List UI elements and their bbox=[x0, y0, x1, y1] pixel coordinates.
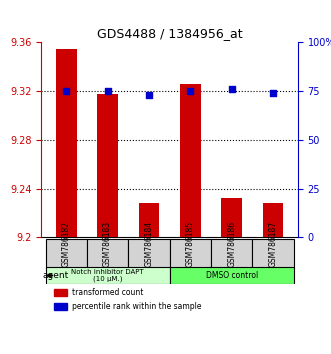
Bar bbox=[56, 48, 76, 237]
Text: transformed count: transformed count bbox=[72, 288, 144, 297]
FancyBboxPatch shape bbox=[128, 239, 170, 268]
Point bbox=[105, 88, 110, 94]
Point bbox=[146, 92, 152, 98]
Bar bbox=[139, 203, 159, 237]
Bar bbox=[54, 289, 67, 296]
FancyBboxPatch shape bbox=[170, 239, 211, 268]
Text: GSM786182: GSM786182 bbox=[62, 221, 71, 267]
FancyBboxPatch shape bbox=[45, 267, 170, 284]
Text: GSM786187: GSM786187 bbox=[268, 221, 278, 267]
FancyBboxPatch shape bbox=[211, 239, 253, 268]
Text: GSM786183: GSM786183 bbox=[103, 221, 112, 267]
Bar bbox=[180, 84, 201, 237]
Text: GSM786186: GSM786186 bbox=[227, 221, 236, 267]
FancyBboxPatch shape bbox=[170, 267, 294, 284]
Bar bbox=[221, 198, 242, 237]
Point bbox=[270, 90, 276, 96]
Bar bbox=[54, 303, 67, 310]
FancyBboxPatch shape bbox=[253, 239, 294, 268]
FancyBboxPatch shape bbox=[87, 239, 128, 268]
Text: agent: agent bbox=[42, 271, 69, 280]
Text: GSM786184: GSM786184 bbox=[144, 221, 154, 267]
Point bbox=[229, 86, 234, 92]
FancyBboxPatch shape bbox=[45, 239, 87, 268]
Text: Notch inhibitor DAPT
(10 μM.): Notch inhibitor DAPT (10 μM.) bbox=[71, 269, 144, 282]
Text: DMSO control: DMSO control bbox=[206, 271, 258, 280]
Point bbox=[64, 88, 69, 94]
Title: GDS4488 / 1384956_at: GDS4488 / 1384956_at bbox=[97, 27, 242, 40]
Bar bbox=[97, 93, 118, 237]
Point bbox=[188, 88, 193, 94]
Text: GSM786185: GSM786185 bbox=[186, 221, 195, 267]
Text: percentile rank within the sample: percentile rank within the sample bbox=[72, 302, 202, 311]
Bar bbox=[263, 203, 283, 237]
